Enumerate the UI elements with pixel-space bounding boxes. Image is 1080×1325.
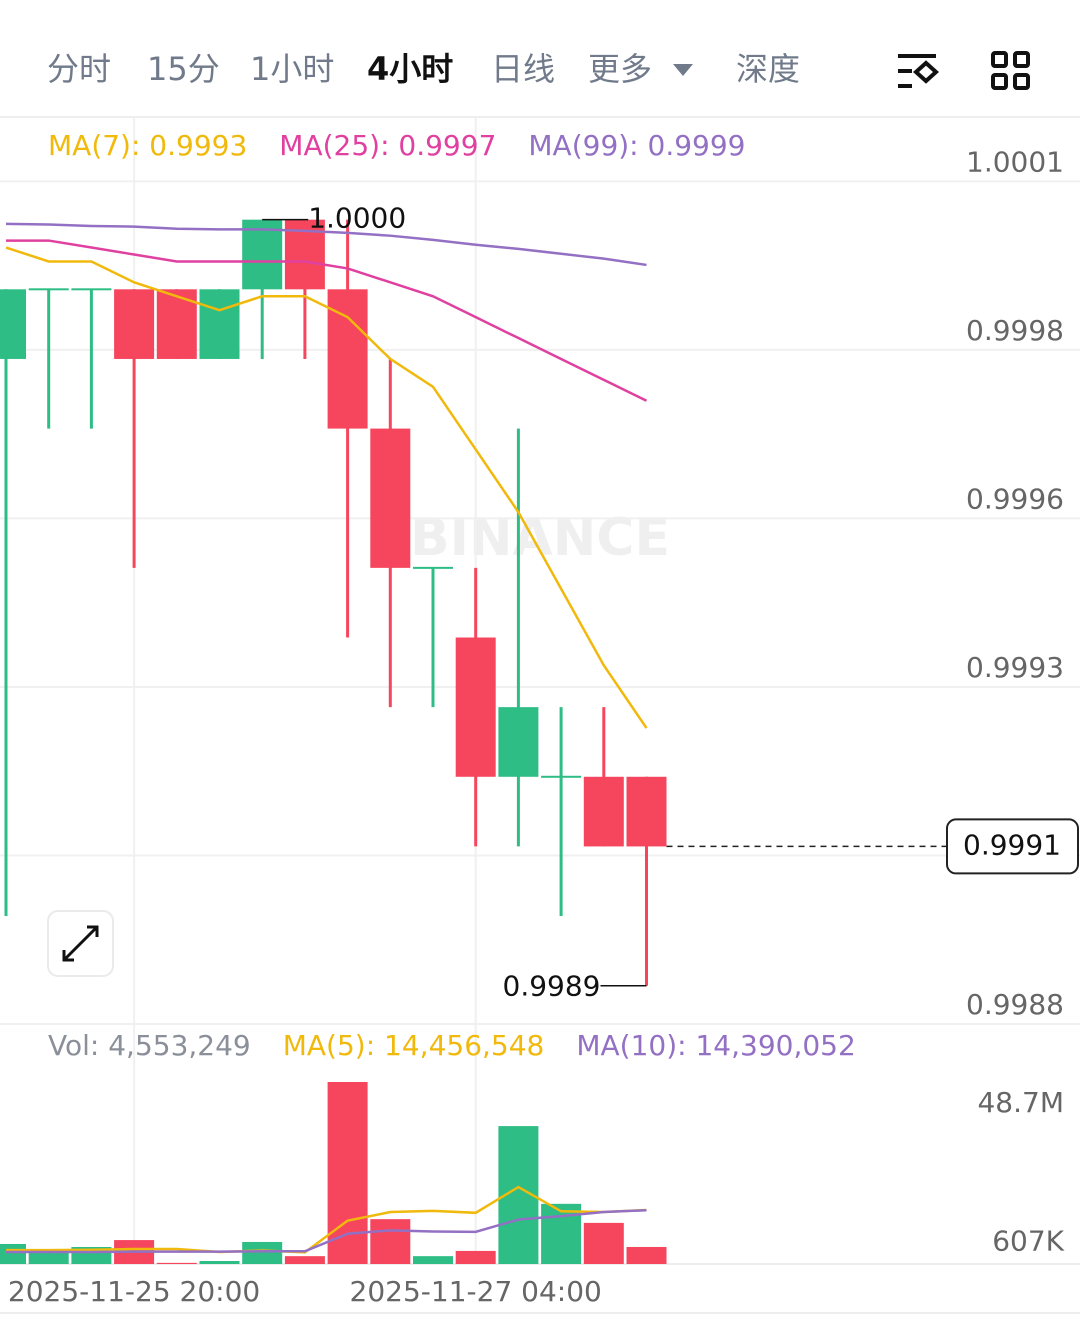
- candle-body: [626, 776, 667, 847]
- tab[interactable]: 1小时: [250, 50, 334, 88]
- candle-body: [71, 288, 112, 291]
- last-price-label: 0.9991: [963, 828, 1061, 861]
- y-tick-label: 0.9993: [966, 651, 1064, 684]
- candle-body: [242, 219, 283, 290]
- legend-entry: MA(99): 0.9999: [528, 129, 745, 162]
- y-tick-label: 1.0001: [966, 145, 1064, 178]
- candle-body: [498, 707, 539, 777]
- candle-body: [28, 288, 69, 291]
- volume-bar: [156, 1262, 197, 1264]
- volume-bar: [583, 1222, 624, 1264]
- volume-bar: [327, 1082, 368, 1264]
- watermark: BINANCE: [410, 508, 670, 568]
- layout-icon[interactable]: [991, 51, 1030, 90]
- candle-body: [413, 566, 453, 569]
- y-tick-label: 48.7M: [977, 1086, 1064, 1119]
- candle-body: [541, 775, 582, 778]
- candle-body: [370, 428, 411, 568]
- dropdown-arrow[interactable]: [673, 64, 693, 76]
- tab[interactable]: 4小时: [367, 50, 453, 88]
- candle-body: [455, 637, 496, 777]
- legend-entry: MA(10): 14,390,052: [576, 1029, 855, 1062]
- volume-ma-line: [6, 1185, 647, 1254]
- tab[interactable]: 日线: [491, 50, 555, 88]
- volume-ma-line: [6, 1208, 647, 1254]
- volume-bar: [284, 1256, 325, 1264]
- tab[interactable]: 深度: [736, 50, 800, 88]
- volume-bar: [626, 1246, 667, 1264]
- candle-body: [0, 289, 26, 359]
- y-tick-label: 0.9996: [966, 482, 1064, 515]
- tab[interactable]: 更多: [588, 50, 652, 88]
- legend-entry: Vol: 4,553,249: [48, 1029, 251, 1062]
- candle-body: [114, 289, 155, 359]
- volume-bar: [28, 1249, 69, 1264]
- high-label: 1.0000: [308, 202, 406, 235]
- legend-entry: MA(5): 14,456,548: [283, 1029, 545, 1062]
- legend-entry: MA(7): 0.9993: [48, 129, 247, 162]
- ma-line: [6, 239, 648, 402]
- tab[interactable]: 15分: [147, 50, 220, 88]
- volume-bar: [370, 1219, 411, 1264]
- tab-bar: 分时 15分 1小时 4小时 日线 更多 深度: [47, 50, 1030, 90]
- candle-body: [583, 776, 624, 847]
- volume-bar: [541, 1203, 582, 1264]
- expand-button[interactable]: [47, 910, 114, 977]
- y-tick-label: 0.9998: [966, 314, 1064, 347]
- settings-icon[interactable]: [898, 54, 939, 88]
- low-label: 0.9989: [503, 970, 601, 1003]
- ma-line: [5, 246, 648, 729]
- candle-body: [327, 289, 368, 429]
- candle-body: [199, 289, 240, 359]
- x-tick-label: 2025-11-27 04:00: [350, 1275, 602, 1308]
- volume-bar: [199, 1261, 240, 1264]
- volume-bar: [0, 1244, 26, 1264]
- volume-bar: [413, 1256, 453, 1264]
- ma-line: [5, 222, 647, 267]
- volume-bar: [455, 1250, 496, 1264]
- y-tick-label: 607K: [992, 1225, 1064, 1258]
- y-tick-label: 0.9988: [966, 988, 1064, 1021]
- plot: 1.0000 0.9989 0.9991: [0, 202, 1079, 1264]
- volume-bar: [242, 1241, 283, 1264]
- last-price-box: [946, 818, 1079, 875]
- tab[interactable]: 分时: [47, 50, 111, 88]
- legend-entry: MA(25): 0.9997: [279, 129, 496, 162]
- x-tick-label: 2025-11-25 20:00: [8, 1275, 260, 1308]
